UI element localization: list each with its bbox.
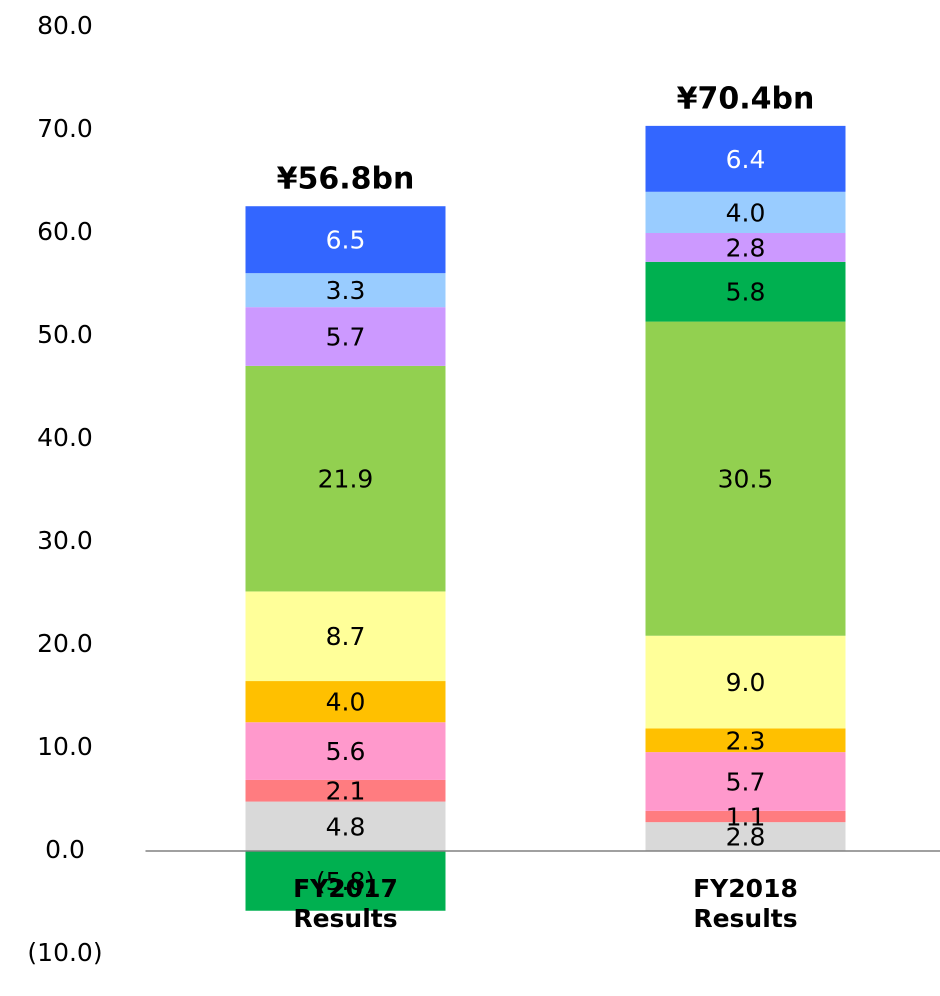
bar-segment <box>245 591 446 682</box>
bar-segment <box>645 752 846 811</box>
x-tick-label: FY2018 Results <box>693 874 798 933</box>
y-tick-label: 70.0 <box>37 114 93 143</box>
bar-segment <box>645 321 846 636</box>
data-label: 5.7 <box>326 323 366 352</box>
bar-segment <box>645 728 846 753</box>
y-tick-label: 60.0 <box>37 217 93 246</box>
bar-segment <box>245 206 446 274</box>
data-label: 2.3 <box>726 726 766 755</box>
data-label: 5.7 <box>726 767 766 796</box>
bar-segment <box>245 365 446 592</box>
bar-segment <box>645 125 846 192</box>
bar-segment <box>245 801 446 851</box>
bar-segment <box>245 273 446 308</box>
data-label: (5.8) <box>316 867 375 896</box>
y-tick-label: (10.0) <box>27 938 102 967</box>
bar-segment <box>645 261 846 322</box>
data-label: 9.0 <box>726 668 766 697</box>
data-label: 6.4 <box>726 145 766 174</box>
bar-segment <box>245 681 446 723</box>
data-label: 4.0 <box>726 198 766 227</box>
data-label: 2.8 <box>726 233 766 262</box>
data-label: 3.3 <box>326 276 366 305</box>
data-label: 5.6 <box>326 737 366 766</box>
total-label: ¥70.4bn <box>677 81 815 116</box>
y-tick-label: 50.0 <box>37 320 93 349</box>
y-tick-label: 80.0 <box>37 11 93 40</box>
x-tick-label: FY2017 Results <box>293 874 398 933</box>
bar-segment <box>645 810 846 823</box>
data-label: 1.1 <box>726 802 766 831</box>
y-tick-label: 10.0 <box>37 732 93 761</box>
data-label: 5.8 <box>726 278 766 307</box>
data-label: 4.0 <box>326 688 366 717</box>
data-label: 21.9 <box>318 465 374 494</box>
bar-segment <box>645 822 846 851</box>
data-label: 4.8 <box>326 812 366 841</box>
bar-segment <box>245 851 446 911</box>
bar-segment <box>245 779 446 802</box>
y-tick-label: 40.0 <box>37 423 93 452</box>
y-tick-label: 20.0 <box>37 629 93 658</box>
bar-segment <box>645 191 846 233</box>
total-label: ¥56.8bn <box>277 162 415 197</box>
bar-segment <box>645 635 846 729</box>
data-label: 30.5 <box>718 465 774 494</box>
bar-segment <box>245 307 446 366</box>
bar-segment <box>245 722 446 780</box>
bar-segment <box>645 233 846 262</box>
y-tick-label: 0.0 <box>45 835 85 864</box>
data-label: 2.8 <box>726 823 766 852</box>
y-tick-label: 30.0 <box>37 526 93 555</box>
data-label: 2.1 <box>326 777 366 806</box>
data-label: 6.5 <box>326 226 366 255</box>
data-label: 8.7 <box>326 622 366 651</box>
